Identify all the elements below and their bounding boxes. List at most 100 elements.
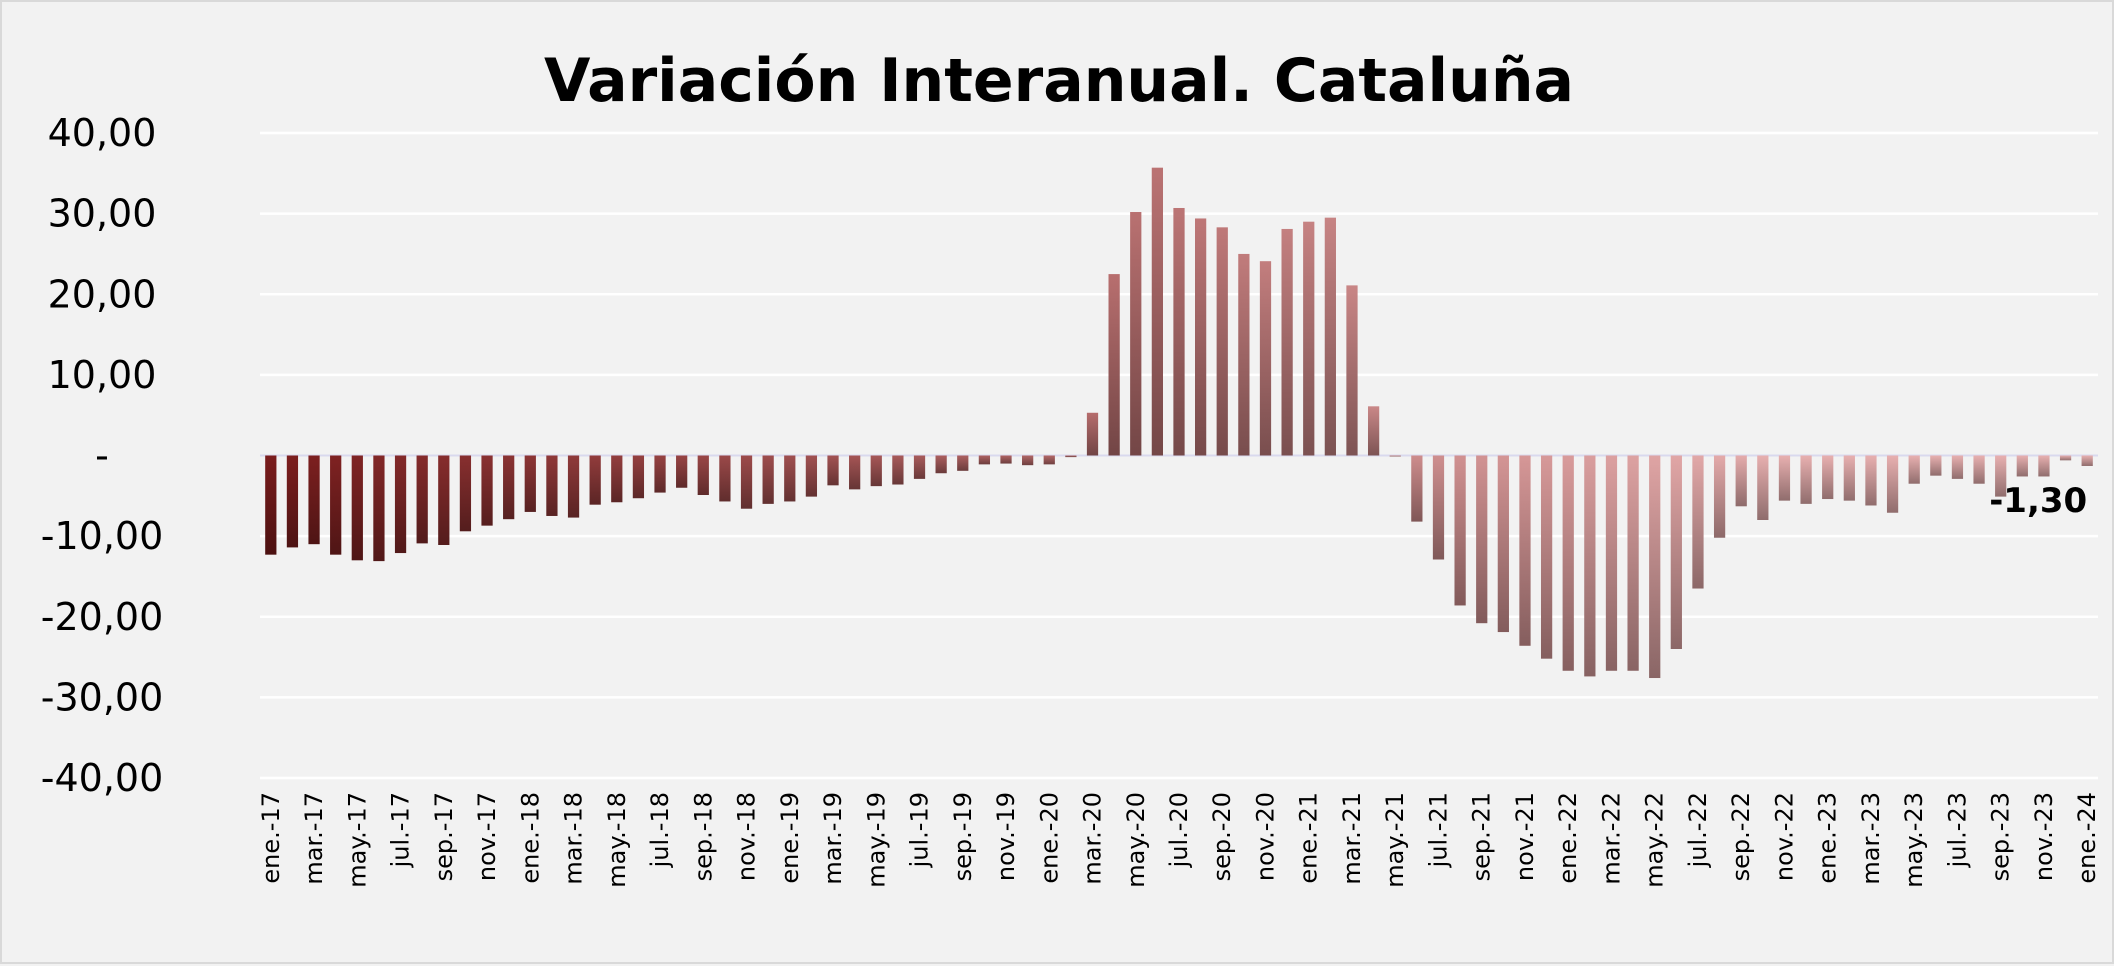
x-tick-label: sep.-18: [689, 792, 717, 881]
bar: [503, 455, 515, 520]
x-tick-label: may.-18: [603, 792, 631, 888]
bar: [1411, 455, 1423, 522]
bar: [784, 455, 796, 502]
data-labels: -1,30: [1989, 481, 2087, 521]
x-tick-label: ene.-17: [257, 792, 285, 884]
bar: [740, 455, 753, 509]
bar: [265, 455, 277, 555]
bar: [1692, 455, 1704, 589]
bar: [1173, 207, 1185, 456]
x-tick-label: jul.-20: [1165, 792, 1193, 868]
bar: [1519, 455, 1531, 646]
x-tick-label: mar.-23: [1857, 792, 1885, 885]
x-tick-label: ene.-22: [1554, 792, 1582, 884]
x-tick-label: ene.-19: [776, 792, 804, 884]
x-tick-label: may.-20: [1122, 792, 1150, 888]
x-tick-label: ene.-23: [1814, 792, 1842, 884]
x-tick-label: mar.-21: [1338, 792, 1366, 885]
y-tick-label: -10,00: [41, 514, 164, 558]
bar: [1800, 455, 1812, 504]
y-tick-label: 20,00: [48, 272, 157, 316]
bar: [1432, 455, 1445, 560]
x-tick-label: mar.-18: [560, 792, 588, 885]
x-tick-label: sep.-19: [949, 792, 977, 881]
bar: [2016, 455, 2028, 477]
bar: [1324, 217, 1336, 456]
bar: [2059, 455, 2072, 461]
y-tick-label: 30,00: [48, 192, 157, 236]
bar: [1022, 455, 1034, 466]
x-tick-label: ene.-21: [1295, 792, 1323, 884]
bar: [849, 455, 861, 490]
bar: [1238, 253, 1250, 456]
bar: [957, 455, 969, 471]
x-tick-label: mar.-17: [300, 792, 328, 885]
bar: [524, 455, 536, 512]
y-tick-label: -40,00: [41, 756, 164, 800]
bar: [1843, 455, 1855, 501]
bar: [1627, 455, 1639, 671]
bar: [913, 455, 926, 479]
bar: [1108, 274, 1120, 456]
x-tick-label: nov.-18: [733, 792, 761, 881]
bar: [1216, 227, 1228, 456]
bar: [805, 455, 818, 497]
bar: [394, 455, 407, 554]
bar: [1562, 455, 1574, 671]
x-tick-label: ene.-20: [1035, 792, 1063, 884]
y-tick-label: 10,00: [48, 353, 157, 397]
bar: [546, 455, 558, 516]
y-axis-ticks: 40,00 30,00 20,00 10,00 - -10,00 -20,00 -30,00 -…: [41, 111, 164, 800]
bar: [1065, 455, 1077, 458]
bar: [481, 455, 493, 526]
bar: [1346, 285, 1358, 456]
bar: [589, 455, 601, 505]
bar: [1886, 455, 1899, 513]
bar: [1930, 455, 1942, 476]
y-tick-label: 40,00: [48, 111, 157, 155]
bar: [1367, 406, 1380, 456]
x-tick-label: may.-17: [343, 792, 371, 888]
bar: [1908, 455, 1920, 484]
bar: [1951, 455, 1964, 479]
bar: [719, 455, 731, 502]
x-tick-label: mar.-20: [1079, 792, 1107, 885]
x-tick-label: may.-23: [1900, 792, 1928, 888]
bar: [827, 455, 839, 486]
data-label: -1,30: [1989, 481, 2087, 521]
bar: [1281, 228, 1293, 456]
y-tick-label: -: [95, 434, 109, 478]
x-tick-label: jul.-18: [646, 792, 674, 868]
bar: [762, 455, 774, 504]
x-tick-label: nov.-21: [1511, 792, 1539, 881]
bars: [265, 167, 2093, 679]
x-tick-label: ene.-18: [516, 792, 544, 884]
x-tick-label: nov.-23: [2030, 792, 2058, 881]
bar: [1757, 455, 1769, 520]
x-tick-label: mar.-22: [1597, 792, 1625, 885]
bar: [1043, 455, 1055, 465]
bar: [1713, 455, 1726, 538]
bar: [1195, 218, 1207, 456]
x-tick-label: jul.-22: [1684, 792, 1712, 868]
bar: [611, 455, 623, 503]
bar: [308, 455, 320, 545]
bar: [978, 455, 991, 465]
bar: [351, 455, 363, 561]
bar: [1259, 261, 1272, 456]
bar: [870, 455, 882, 487]
bar: [1735, 455, 1747, 507]
bar: [697, 455, 709, 496]
bar: [632, 455, 645, 499]
bar: [1995, 455, 2007, 497]
bar: [1822, 455, 1834, 500]
bar: [1303, 221, 1315, 456]
x-tick-label: sep.-20: [1208, 792, 1236, 881]
x-tick-label: sep.-23: [1987, 792, 2015, 881]
x-tick-label: jul.-19: [906, 792, 934, 868]
bar: [286, 455, 299, 548]
x-tick-label: may.-21: [1381, 792, 1409, 888]
bar: [676, 455, 688, 488]
bar: [1389, 455, 1401, 457]
